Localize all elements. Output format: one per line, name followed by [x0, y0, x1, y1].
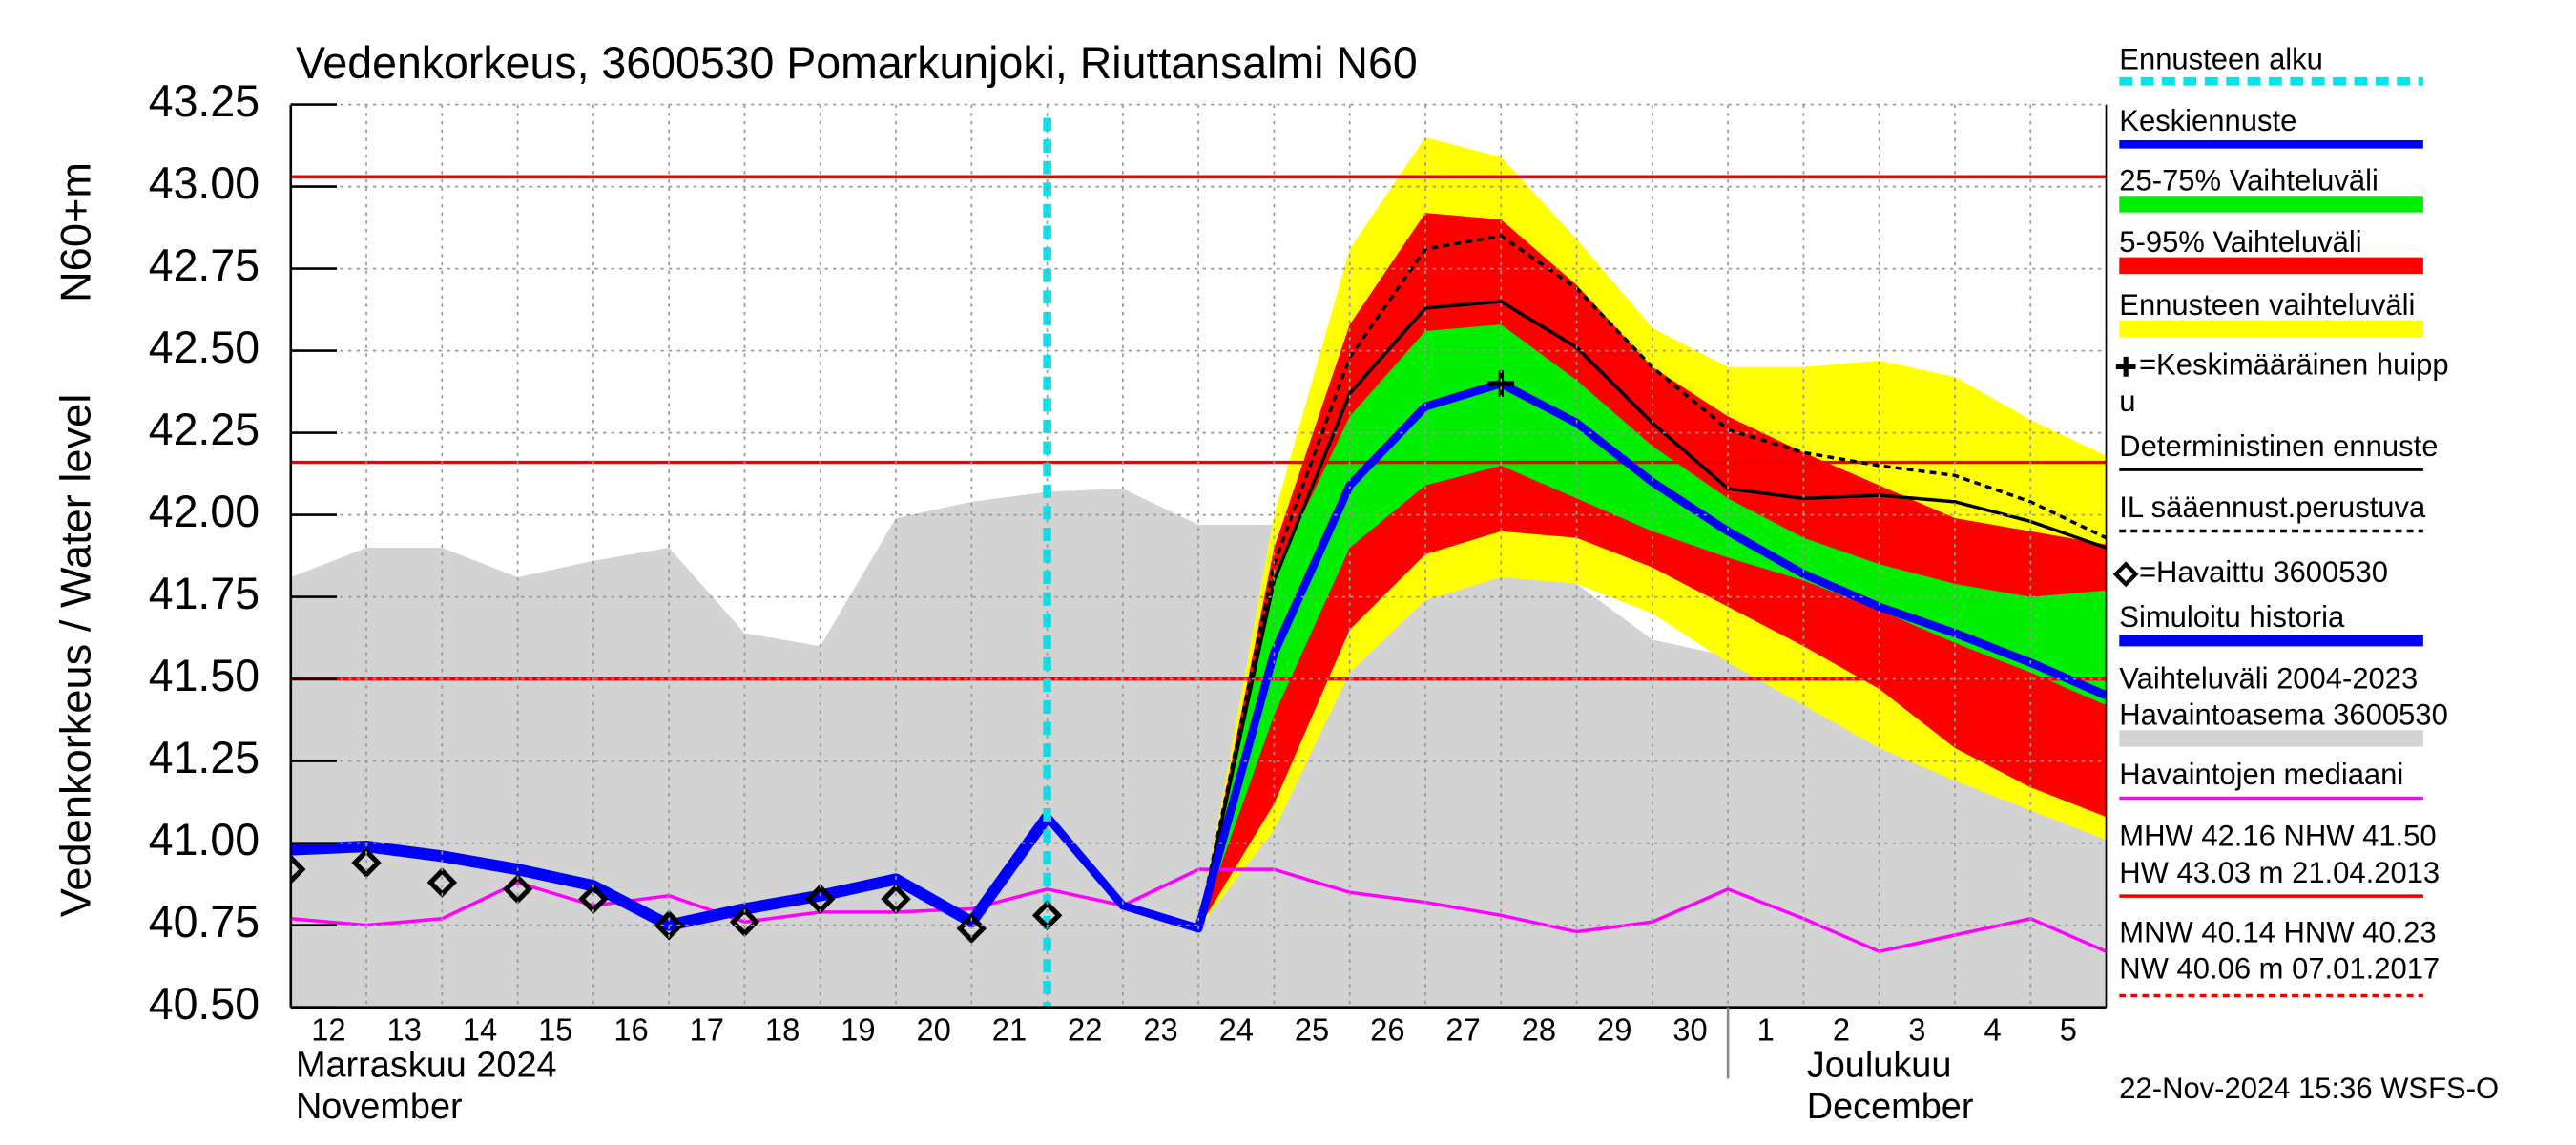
legend-label: Havaintoasema 3600530	[2119, 697, 2448, 731]
legend-swatch	[2112, 561, 2139, 588]
y-tick-label: 41.75	[149, 569, 260, 618]
x-tick-label: 26	[1370, 1011, 1404, 1047]
observed-marker	[956, 913, 987, 944]
x-tick-label: 30	[1672, 1011, 1707, 1047]
y-tick-label: 42.75	[149, 240, 260, 290]
y-axis-unit: N60+m	[52, 162, 100, 302]
x-tick-label: 4	[1984, 1011, 2002, 1047]
legend-label: Vaihteluväli 2004-2023	[2119, 661, 2418, 695]
x-tick-label: 5	[2060, 1011, 2077, 1047]
observed-marker	[502, 873, 533, 905]
y-axis-label: Vedenkorkeus / Water level	[52, 394, 100, 918]
x-tick-label: 27	[1445, 1011, 1480, 1047]
x-tick-label: 23	[1143, 1011, 1177, 1047]
x-tick-label: 18	[765, 1011, 800, 1047]
x-tick-label: 24	[1219, 1011, 1254, 1047]
x-tick-label: 16	[613, 1011, 648, 1047]
month-label: November	[296, 1087, 463, 1127]
legend-label: Keskiennuste	[2119, 104, 2296, 137]
x-tick-label: 21	[992, 1011, 1027, 1047]
x-tick-label: 29	[1597, 1011, 1631, 1047]
x-tick-label: 12	[311, 1011, 345, 1047]
y-tick-label: 42.00	[149, 487, 260, 536]
legend-label: Havaintojen mediaani	[2119, 758, 2403, 791]
stats-text: MNW 40.14 HNW 40.23	[2119, 915, 2436, 948]
month-label: Marraskuu 2024	[296, 1045, 557, 1085]
x-tick-label: 14	[463, 1011, 497, 1047]
y-tick-label: 40.50	[149, 979, 260, 1029]
x-tick-label: 13	[387, 1011, 422, 1047]
x-tick-label: 25	[1295, 1011, 1329, 1047]
legend-label: 25-75% Vaihteluväli	[2119, 163, 2379, 197]
month-label: Joulukuu	[1807, 1045, 1952, 1085]
legend-swatch	[2115, 356, 2136, 377]
legend-label: u	[2119, 385, 2135, 418]
x-tick-label: 15	[538, 1011, 572, 1047]
x-tick-label: 20	[916, 1011, 950, 1047]
x-tick-label: 17	[690, 1011, 724, 1047]
footer: 22-Nov-2024 15:36 WSFS-O	[2119, 1072, 2499, 1105]
stats-text: MHW 42.16 NHW 41.50	[2119, 819, 2436, 852]
x-tick-label: 19	[841, 1011, 875, 1047]
forecast-band	[1198, 324, 2107, 929]
x-tick-label: 22	[1068, 1011, 1102, 1047]
observed-marker	[290, 854, 306, 885]
x-tick-label: 1	[1757, 1011, 1775, 1047]
y-tick-label: 42.50	[149, 323, 260, 372]
y-tick-label: 41.50	[149, 651, 260, 700]
chart-title: Vedenkorkeus, 3600530 Pomarkunjoki, Riut…	[296, 38, 1418, 88]
observed-marker	[729, 906, 760, 938]
series-line	[1196, 234, 2107, 929]
legend-label: =Keskimääräinen huipp	[2139, 347, 2449, 381]
x-tick-label: 28	[1522, 1011, 1556, 1047]
y-tick-label: 43.00	[149, 158, 260, 208]
y-tick-label: 43.25	[149, 76, 260, 126]
month-label: December	[1807, 1087, 1974, 1127]
legend-label: Simuloitu historia	[2119, 600, 2345, 634]
legend-label: =Havaittu 3600530	[2139, 555, 2388, 589]
stats-text: NW 40.06 m 07.01.2017	[2119, 952, 2440, 986]
legend-label: Ennusteen vaihteluväli	[2119, 288, 2415, 322]
x-tick-label: 2	[1833, 1011, 1850, 1047]
peak-marker	[1487, 370, 1515, 397]
y-tick-label: 41.00	[149, 815, 260, 864]
legend-label: Ennusteen alku	[2119, 42, 2323, 75]
y-tick-label: 40.75	[149, 897, 260, 947]
observed-marker	[351, 847, 382, 879]
legend-label: IL sääennust.perustuva	[2119, 490, 2426, 524]
x-tick-label: 3	[1908, 1011, 1925, 1047]
legend-label: Deterministinen ennuste	[2119, 429, 2438, 463]
stats-text: HW 43.03 m 21.04.2013	[2119, 856, 2440, 889]
y-tick-label: 42.25	[149, 405, 260, 454]
legend-label: 5-95% Vaihteluväli	[2119, 225, 2361, 259]
y-tick-label: 41.25	[149, 733, 260, 782]
